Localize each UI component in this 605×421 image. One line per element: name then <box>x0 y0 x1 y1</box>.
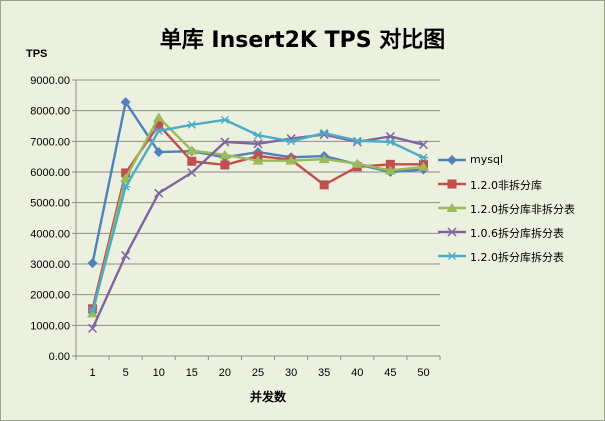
y-axis-label: TPS <box>26 48 48 60</box>
series-line <box>91 116 424 314</box>
x-tick-label: 20 <box>219 367 231 379</box>
x-tick-label: 50 <box>417 367 429 379</box>
data-point <box>154 188 164 198</box>
legend-item: 1.0.6拆分库拆分表 <box>436 224 596 248</box>
legend-item: 1.2.0拆分库拆分表 <box>436 248 596 272</box>
data-point <box>285 155 297 165</box>
data-point <box>418 140 428 150</box>
series-5 <box>88 115 428 315</box>
x-tick-label: 25 <box>252 367 264 379</box>
legend-marker <box>447 227 457 237</box>
data-point <box>352 136 362 145</box>
legend-label: mysql <box>470 153 503 166</box>
x-tick-label: 45 <box>384 367 396 379</box>
legend-item: 1.2.0非拆分库 <box>436 176 596 200</box>
y-tick-label: 2000.00 <box>30 290 70 302</box>
legend-swatch <box>438 155 466 165</box>
x-tick-label: 15 <box>186 367 198 379</box>
y-tick-label: 0.00 <box>49 351 70 363</box>
y-tick-label: 5000.00 <box>30 198 70 210</box>
data-point <box>319 180 329 190</box>
legend-swatch <box>438 227 466 237</box>
y-tick-label: 9000.00 <box>30 75 70 87</box>
data-point <box>153 147 164 158</box>
legend-item: mysql <box>436 152 596 176</box>
data-point <box>187 168 197 178</box>
data-point <box>253 139 263 149</box>
data-point <box>385 159 395 169</box>
data-point <box>154 120 164 130</box>
data-point <box>384 165 396 175</box>
data-point <box>220 160 230 170</box>
data-point <box>318 154 330 164</box>
data-point <box>87 308 99 318</box>
data-point <box>121 168 131 178</box>
data-point <box>88 323 98 333</box>
data-point <box>87 258 98 269</box>
data-point <box>219 149 231 159</box>
legend: mysql 1.2.0非拆分库 1.2.0拆分库非拆分表 1.0.6拆分库拆分表 1.2… <box>436 152 596 272</box>
x-tick-label: 30 <box>285 367 297 379</box>
legend-marker <box>446 203 458 212</box>
legend-swatch <box>438 252 466 260</box>
data-point <box>154 126 164 135</box>
legend-label: 1.2.0拆分库拆分表 <box>470 251 564 264</box>
legend-item: 1.2.0拆分库非拆分表 <box>436 200 596 224</box>
chart-title: 单库 Insert2K TPS 对比图 <box>159 28 446 53</box>
x-tick-label: 10 <box>153 367 165 379</box>
data-point <box>187 120 197 129</box>
legend-marker <box>447 252 457 260</box>
data-point <box>253 131 263 140</box>
y-tick-label: 6000.00 <box>30 167 70 179</box>
x-tick-label: 40 <box>351 367 363 379</box>
y-tick-label: 4000.00 <box>30 228 70 240</box>
legend-swatch <box>438 203 466 212</box>
data-point <box>220 137 230 147</box>
y-tick-label: 1000.00 <box>30 320 70 332</box>
legend-label: 1.2.0拆分库非拆分表 <box>470 203 575 216</box>
y-tick-label: 7000.00 <box>30 136 70 148</box>
data-point <box>121 182 131 191</box>
data-point <box>187 156 197 166</box>
legend-label: 1.2.0非拆分库 <box>470 179 542 192</box>
x-tick-label: 5 <box>123 367 129 379</box>
data-point <box>351 158 363 168</box>
data-point <box>153 112 165 122</box>
x-axis-label: 并发数 <box>249 390 286 404</box>
data-point <box>186 145 198 155</box>
legend-label: 1.0.6拆分库拆分表 <box>470 227 564 240</box>
y-tick-label: 8000.00 <box>30 106 70 118</box>
x-tick-label: 1 <box>89 367 95 379</box>
data-point <box>319 130 329 140</box>
y-tick-label: 3000.00 <box>30 259 70 271</box>
series-line <box>91 100 424 264</box>
data-point <box>252 155 264 165</box>
data-point <box>319 129 329 138</box>
data-point <box>121 250 131 260</box>
data-point <box>88 306 98 315</box>
legend-marker <box>447 179 457 189</box>
data-point <box>385 137 395 146</box>
data-point <box>220 115 230 124</box>
legend-marker <box>447 155 457 165</box>
data-point <box>286 137 296 146</box>
data-point <box>417 161 429 171</box>
x-tick-label: 35 <box>318 367 330 379</box>
legend-swatch <box>438 179 466 189</box>
series-1 <box>87 97 429 269</box>
data-point <box>120 97 131 108</box>
data-point <box>418 153 428 162</box>
